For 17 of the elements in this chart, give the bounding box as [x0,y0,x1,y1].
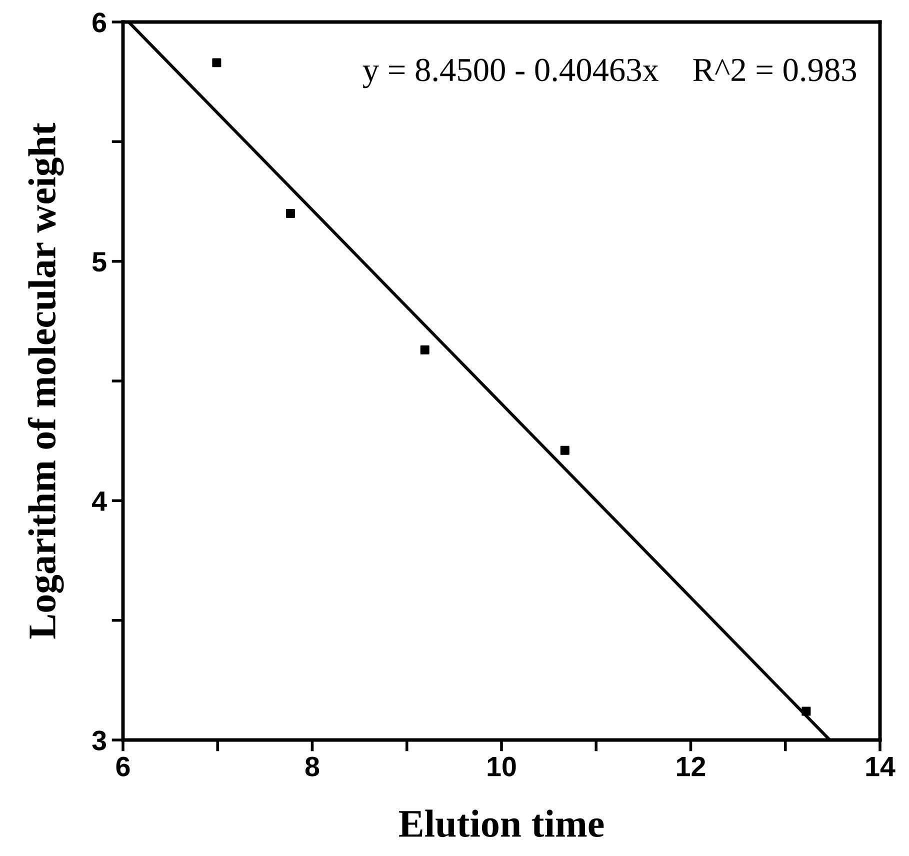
y-tick-label: 5 [92,252,106,272]
y-tick-label: 6 [92,12,106,32]
y-axis-title: Logarithm of molecular weight [28,122,64,639]
point [212,58,222,68]
point [560,446,570,455]
x-tick-label: 8 [305,756,320,776]
y-tick-label: 4 [92,492,107,511]
annotation: y = 8.4500 - 0.40463x R^2 = 0.983 [362,58,856,88]
x-tick-label: 12 [677,756,706,776]
point [802,706,811,716]
x-tick-label: 10 [488,756,516,776]
y-tick-label: 3 [92,730,106,750]
x-tick-label: 14 [866,756,896,776]
point [420,345,430,354]
point [286,208,295,218]
x-axis-title: Elution time [399,810,604,838]
x-tick-label: 6 [116,756,130,776]
